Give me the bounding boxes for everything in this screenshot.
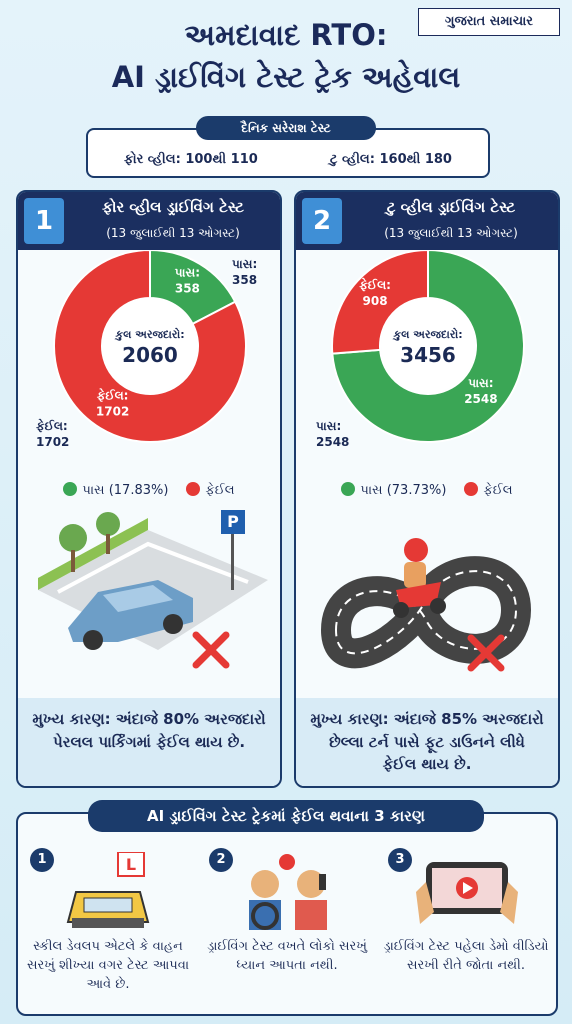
title-line: અમદાવાદ RTO: (184, 18, 388, 52)
illustration: P (38, 510, 268, 669)
daily-title: દૈનિક સરેરાશ ટેસ્ટ (196, 116, 376, 140)
panel-number: 2 (302, 198, 342, 244)
panel-number: 1 (24, 198, 64, 244)
slice-value: 2548 (464, 392, 497, 406)
illustration (320, 538, 532, 672)
outside-value: 2548 (316, 435, 349, 449)
legend-swatch (464, 482, 479, 496)
icon: L (66, 852, 150, 928)
legend-swatch (341, 482, 356, 496)
center-total: 2060 (122, 343, 178, 367)
reason-card: 1 L સ્કીલ ડેવલપ એટલે કે વાહન સરખું શીખ્ય… (24, 844, 192, 1006)
slice-value: 908 (363, 294, 388, 308)
panel-header: 2 ટુ વ્હીલ ડ્રાઈવિંગ ટેસ્ટ (13 જુલાઈથી 1… (296, 192, 558, 250)
title-line: AI ડ્રાઈવિંગ ટેસ્ટ ટ્રેક અહેવાલ (111, 60, 461, 94)
icon (249, 854, 327, 930)
panel-period: (13 જુલાઈથી 13 ઓગસ્ટ) (106, 226, 240, 240)
slice-category: ફેઈલ: (359, 277, 391, 292)
svg-text:P: P (227, 512, 239, 531)
outside-category: ફેઈલ: (36, 418, 68, 433)
donut-slice (331, 250, 525, 443)
svg-text:L: L (126, 855, 136, 874)
center-label: કુલ અરજદારો: (115, 327, 185, 341)
reason-number: 1 (30, 848, 54, 872)
slice-category: ફેઈલ: (97, 387, 129, 402)
reason-text: સ્કીલ ડેવલપ એટલે કે વાહન સરખું શીખ્યા વગ… (26, 939, 190, 992)
slice-category: પાસ: (175, 265, 200, 279)
reason-number: 2 (209, 848, 233, 872)
outside-value: 1702 (36, 435, 69, 449)
donut-slice (331, 250, 429, 355)
reason: મુખ્ય કારણ: અંદાજે 85% અરજદારો છેલ્લા ટર… (296, 698, 558, 786)
brand: ગુજરાત સમાચાર (418, 8, 560, 36)
donut-hole (103, 299, 197, 393)
outside-category: પાસ: (316, 419, 341, 433)
panel-title: ફોર વ્હીલ ડ્રાઈવિંગ ટેસ્ટ (102, 198, 244, 216)
legend-label: પાસ (73.73%) (360, 483, 447, 498)
reason: મુખ્ય કારણ: અંદાજે 80% અરજદારો પેરલલ પાર… (18, 698, 280, 786)
daily-item: ટુ વ્હીલ: 160થી 180 (329, 152, 452, 167)
reason-card: 2 ડ્રાઈવિંગ ટેસ્ટ વખતે લોકો સરખું ધ્યાન … (203, 844, 371, 1006)
slice-value: 358 (175, 281, 200, 295)
donut-slice (53, 250, 247, 443)
center-label: કુલ અરજદારો: (393, 327, 463, 341)
donut-chart: પાસ: 2548 પાસ: 2548 ફેઈલ: 908 કુલ અરજદારો: 3456 (316, 250, 525, 449)
slice-value: 1702 (96, 405, 129, 419)
panel-title: ટુ વ્હીલ ડ્રાઈવિંગ ટેસ્ટ (386, 198, 516, 216)
legend-item: ફેઈલ (464, 482, 513, 498)
legend-swatch (186, 482, 201, 496)
outside-category: પાસ: (232, 257, 257, 271)
legend: પાસ (17.83%) ફેઈલ (18, 482, 280, 498)
reason-text: ડ્રાઈવિંગ ટેસ્ટ વખતે લોકો સરખું ધ્યાન આપ… (207, 939, 367, 973)
slice-category: પાસ: (468, 376, 493, 390)
daily-box: ફોર વ્હીલ: 100થી 110 ટુ વ્હીલ: 160થી 180 (86, 128, 490, 178)
center-total: 3456 (400, 343, 456, 367)
reasons-title: AI ડ્રાઈવિંગ ટેસ્ટ ટ્રેકમાં ફેઈલ થવાના 3… (88, 800, 484, 832)
panel-period: (13 જુલાઈથી 13 ઓગસ્ટ) (384, 226, 518, 240)
legend-item: ફેઈલ (186, 482, 235, 498)
reason-text: ડ્રાઈવિંગ ટેસ્ટ પહેલા ડેમો વીડિયો સરખી ર… (383, 939, 549, 973)
legend-label: પાસ (17.83%) (82, 483, 169, 498)
legend-swatch (63, 482, 78, 496)
legend: પાસ (73.73%) ફેઈલ (296, 482, 558, 498)
legend-item: પાસ (73.73%) (341, 482, 446, 498)
reasons-box: 1 L સ્કીલ ડેવલપ એટલે કે વાહન સરખું શીખ્ય… (16, 812, 558, 1016)
legend-label: ફેઈલ (205, 483, 235, 498)
legend-label: ફેઈલ (483, 483, 513, 498)
icon (416, 862, 518, 924)
donut-chart: પાસ: 358 પાસ: 358 ફેઈલ: 1702 ફેઈલ: 1702 કુલ અરજદ… (36, 250, 257, 449)
donut-hole (381, 299, 475, 393)
panel-header: 1 ફોર વ્હીલ ડ્રાઈવિંગ ટેસ્ટ (13 જુલાઈથી … (18, 192, 280, 250)
daily-item: ફોર વ્હીલ: 100થી 110 (124, 152, 258, 167)
panel: 1 ફોર વ્હીલ ડ્રાઈવિંગ ટેસ્ટ (13 જુલાઈથી … (16, 190, 282, 788)
outside-value: 358 (232, 273, 257, 287)
reason-card: 3 ડ્રાઈવિંગ ટેસ્ટ પહેલા ડેમો વીડિયો સરખી… (382, 844, 550, 1006)
legend-item: પાસ (17.83%) (63, 482, 168, 498)
reason-number: 3 (388, 848, 412, 872)
panel: 2 ટુ વ્હીલ ડ્રાઈવિંગ ટેસ્ટ (13 જુલાઈથી 1… (294, 190, 560, 788)
